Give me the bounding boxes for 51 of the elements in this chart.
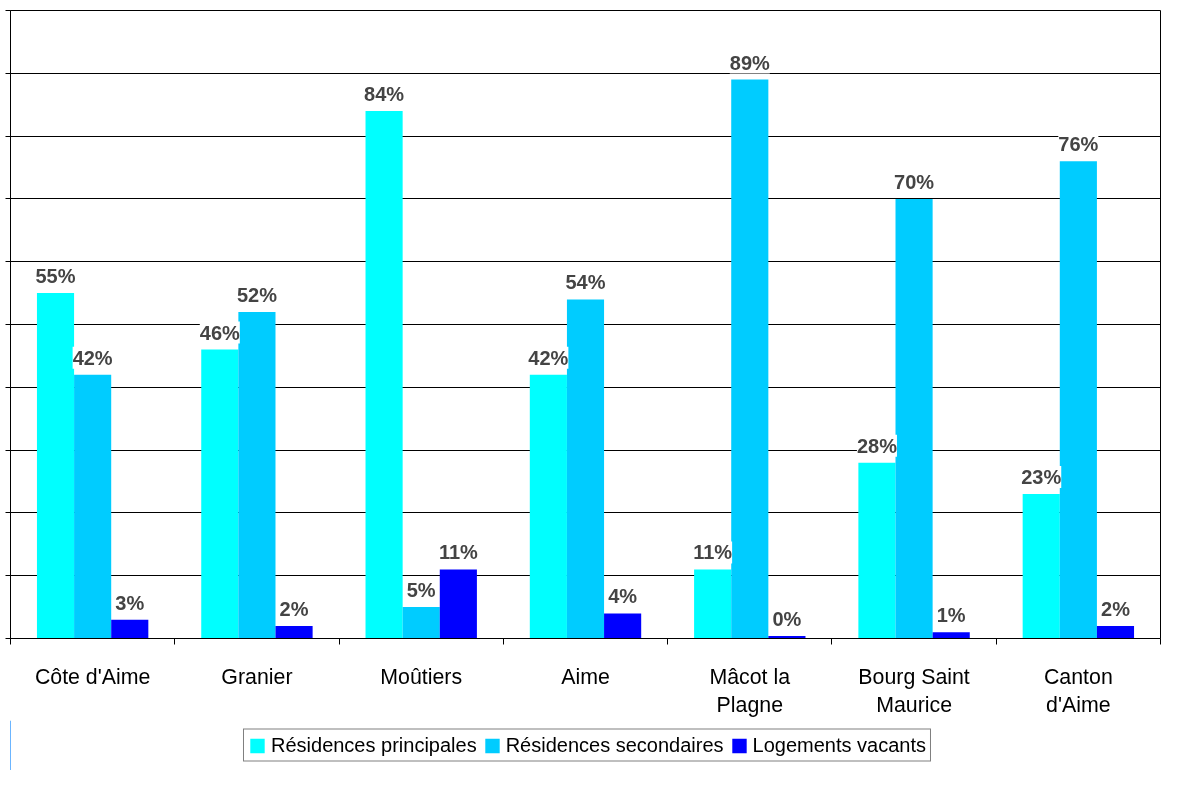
data-label: 42% (72, 346, 113, 369)
bar (858, 462, 896, 639)
data-label: 0% (772, 607, 802, 630)
data-label: 46% (199, 321, 241, 344)
bar (1059, 161, 1097, 639)
data-label: 89% (729, 51, 771, 74)
data-label: 54% (565, 271, 606, 294)
bar (529, 374, 567, 639)
x-tick-label: Moûtiers (380, 664, 463, 689)
data-label: 28% (856, 434, 898, 457)
x-tick-label: Granier (221, 664, 293, 689)
bar (365, 110, 403, 639)
x-tick-label: Canton d'Aime (1043, 664, 1113, 718)
bar (566, 299, 605, 639)
bar (238, 311, 276, 639)
bar (402, 607, 440, 639)
legend-label: Résidences principales (270, 733, 477, 757)
x-tick-label: Mâcot la Plagne (709, 664, 791, 718)
bar (36, 293, 75, 639)
bar (74, 374, 112, 639)
data-label: 5% (406, 579, 436, 602)
data-label: 2% (279, 597, 309, 620)
data-label: 52% (236, 283, 278, 306)
bar (694, 569, 732, 639)
data-label: 70% (894, 170, 935, 193)
data-label: 2% (1101, 597, 1131, 620)
x-tick-label: Bourg Saint Maurice (858, 664, 970, 718)
data-label: 11% (693, 541, 733, 564)
data-label: 4% (608, 585, 638, 608)
data-label: 76% (1058, 133, 1099, 156)
bar (439, 569, 477, 639)
data-label: 55% (35, 265, 76, 288)
data-label: 84% (364, 82, 405, 105)
bar (932, 632, 970, 639)
x-tick-label: Aime (561, 664, 610, 689)
data-label: 42% (528, 346, 569, 369)
legend-label: Résidences secondaires (505, 733, 724, 757)
legend-label: Logements vacants (752, 733, 927, 757)
bar (1022, 494, 1060, 639)
bar (895, 198, 933, 639)
bar (111, 619, 149, 639)
x-tick-label: Côte d'Aime (34, 664, 151, 689)
bar (201, 349, 239, 639)
data-label: 1% (936, 604, 966, 627)
bar (1096, 625, 1135, 639)
data-label: 3% (115, 591, 145, 614)
bar (604, 613, 642, 639)
bar (275, 625, 313, 639)
data-label: 11% (438, 541, 479, 564)
bar (731, 79, 769, 639)
data-label: 23% (1021, 466, 1062, 489)
